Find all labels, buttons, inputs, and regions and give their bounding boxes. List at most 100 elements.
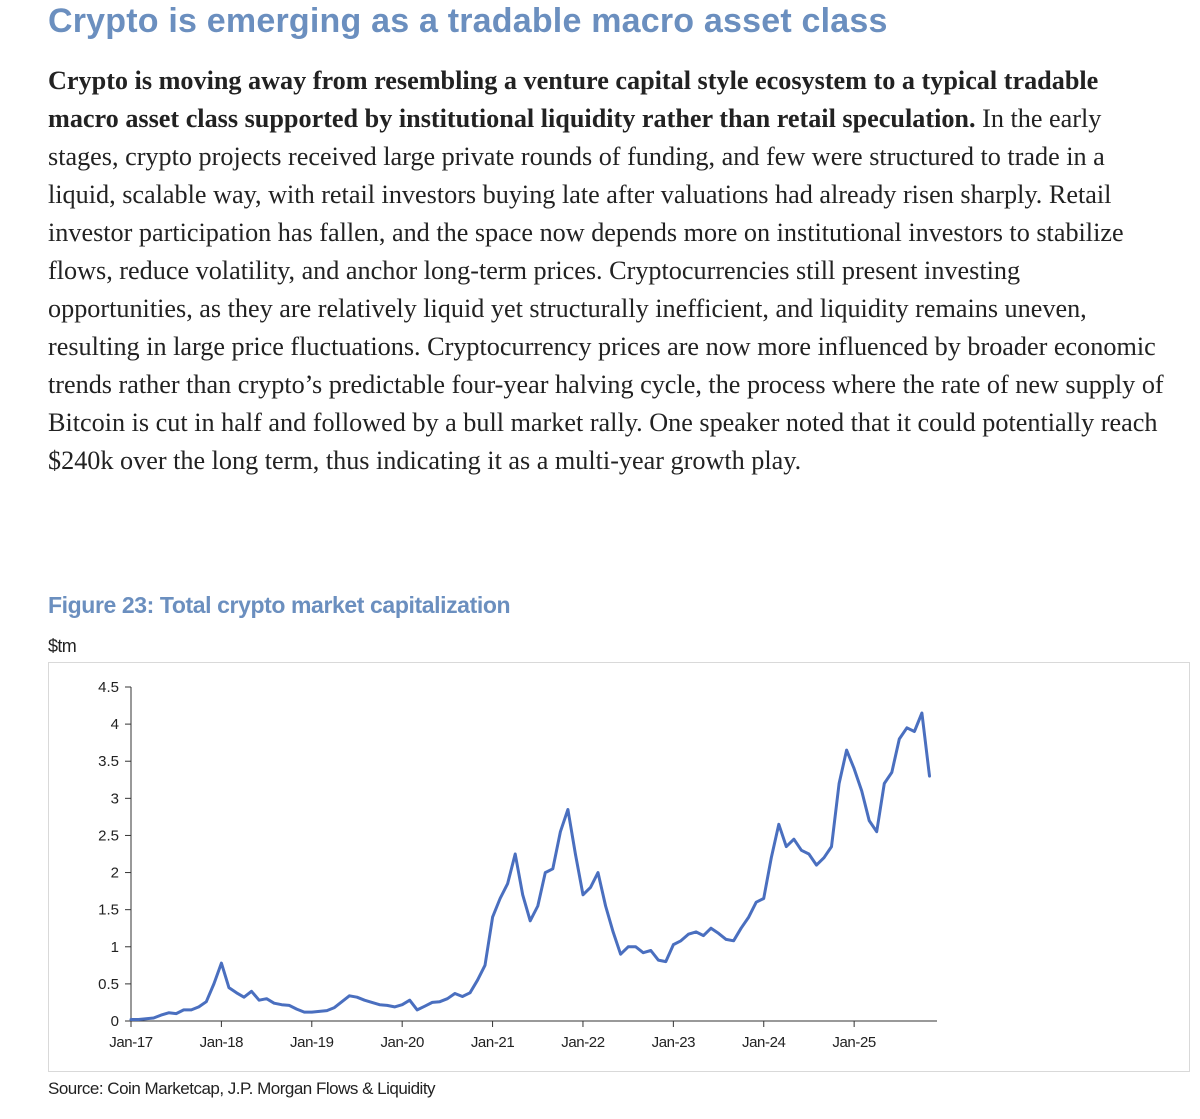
x-tick-label: Jan-25 bbox=[832, 1034, 876, 1051]
data-point bbox=[461, 995, 464, 998]
data-point bbox=[498, 897, 502, 900]
data-point bbox=[604, 904, 607, 908]
data-point bbox=[898, 737, 901, 741]
data-point bbox=[905, 726, 909, 729]
data-point bbox=[242, 996, 246, 999]
data-point bbox=[890, 771, 893, 774]
data-point bbox=[401, 1003, 404, 1006]
data-point bbox=[318, 1010, 321, 1013]
data-point bbox=[770, 856, 773, 859]
data-point bbox=[596, 871, 600, 874]
data-point bbox=[483, 964, 487, 967]
x-tick-label: Jan-24 bbox=[742, 1034, 786, 1051]
data-point bbox=[385, 1004, 389, 1007]
data-point bbox=[830, 845, 833, 848]
data-point bbox=[837, 782, 841, 785]
data-point bbox=[694, 930, 698, 934]
data-point bbox=[657, 958, 660, 962]
y-tick-label: 0.5 bbox=[98, 976, 119, 993]
data-point bbox=[581, 893, 585, 896]
data-point bbox=[860, 789, 863, 793]
data-point bbox=[709, 927, 713, 930]
data-point bbox=[521, 893, 524, 896]
data-point bbox=[920, 711, 924, 715]
data-point bbox=[559, 830, 562, 833]
data-point bbox=[212, 982, 216, 986]
data-point bbox=[468, 991, 472, 994]
data-point bbox=[152, 1016, 155, 1020]
data-point bbox=[137, 1018, 140, 1021]
data-point bbox=[822, 856, 826, 859]
y-tick-label: 3 bbox=[111, 790, 119, 807]
data-point bbox=[852, 767, 856, 770]
figure-title: Figure 23: Total crypto market capitaliz… bbox=[48, 592, 511, 618]
data-point bbox=[295, 1007, 298, 1011]
paragraph-lede: Crypto is moving away from resembling a … bbox=[48, 66, 1099, 133]
data-point bbox=[423, 1005, 426, 1008]
data-point bbox=[702, 934, 705, 937]
y-axis-unit-label: $tm bbox=[48, 636, 77, 656]
data-point bbox=[310, 1010, 313, 1014]
data-point bbox=[672, 943, 675, 946]
x-tick-label: Jan-18 bbox=[200, 1034, 244, 1051]
data-point bbox=[785, 845, 788, 848]
data-point bbox=[611, 930, 615, 934]
data-point bbox=[792, 838, 796, 841]
data-point bbox=[566, 808, 570, 811]
data-point bbox=[220, 961, 223, 965]
data-point bbox=[739, 927, 743, 930]
data-point bbox=[340, 1000, 344, 1003]
data-point bbox=[408, 999, 411, 1002]
data-point bbox=[235, 991, 238, 994]
data-point bbox=[378, 1003, 381, 1006]
data-point bbox=[272, 1002, 276, 1005]
data-point bbox=[167, 1011, 170, 1014]
data-point bbox=[325, 1009, 329, 1012]
data-point bbox=[190, 1008, 193, 1012]
data-point bbox=[634, 945, 637, 948]
data-point bbox=[491, 915, 494, 919]
data-point bbox=[288, 1004, 291, 1007]
y-tick-label: 1 bbox=[111, 939, 119, 956]
data-point bbox=[438, 1000, 441, 1003]
y-tick-label: 4.5 bbox=[98, 679, 119, 696]
data-point bbox=[913, 730, 916, 733]
data-point bbox=[393, 1005, 396, 1009]
data-point bbox=[265, 997, 268, 1000]
x-tick-label: Jan-17 bbox=[109, 1034, 153, 1051]
data-point bbox=[883, 782, 886, 785]
data-point bbox=[257, 999, 261, 1002]
figure-source: Source: Coin Marketcap, J.P. Morgan Flow… bbox=[48, 1079, 436, 1098]
data-point bbox=[303, 1010, 306, 1014]
data-point bbox=[175, 1012, 178, 1015]
data-point bbox=[333, 1006, 336, 1009]
data-point bbox=[800, 849, 803, 852]
data-point bbox=[416, 1008, 419, 1012]
data-point bbox=[514, 852, 517, 856]
data-point bbox=[476, 979, 479, 982]
data-point bbox=[747, 915, 750, 919]
data-point bbox=[755, 901, 758, 904]
data-point bbox=[355, 996, 359, 999]
data-point bbox=[446, 997, 449, 1000]
paragraph-body: In the early stages, crypto projects rec… bbox=[48, 104, 1164, 475]
data-point bbox=[875, 830, 878, 833]
headline: Crypto is emerging as a tradable macro a… bbox=[48, 2, 888, 40]
data-point bbox=[250, 990, 253, 993]
data-point bbox=[845, 748, 848, 752]
data-point bbox=[536, 904, 539, 908]
data-point bbox=[529, 919, 532, 922]
data-point bbox=[453, 992, 457, 995]
data-point bbox=[431, 1001, 434, 1004]
x-tick-label: Jan-23 bbox=[652, 1034, 696, 1051]
data-point bbox=[348, 994, 351, 997]
data-point bbox=[619, 953, 622, 956]
data-point bbox=[205, 1000, 208, 1003]
market-cap-line-chart: 0 0.5 1 1.5 2 2.5 3 3.5 4 4.5 Jan-17 Jan-18 Jan-19 Ja… bbox=[98, 679, 937, 1051]
x-tick-label: Jan-21 bbox=[471, 1034, 515, 1051]
data-point bbox=[551, 867, 554, 870]
data-point bbox=[642, 951, 645, 954]
data-point bbox=[717, 932, 720, 935]
x-tick-label: Jan-22 bbox=[561, 1034, 605, 1051]
data-point bbox=[815, 863, 818, 867]
